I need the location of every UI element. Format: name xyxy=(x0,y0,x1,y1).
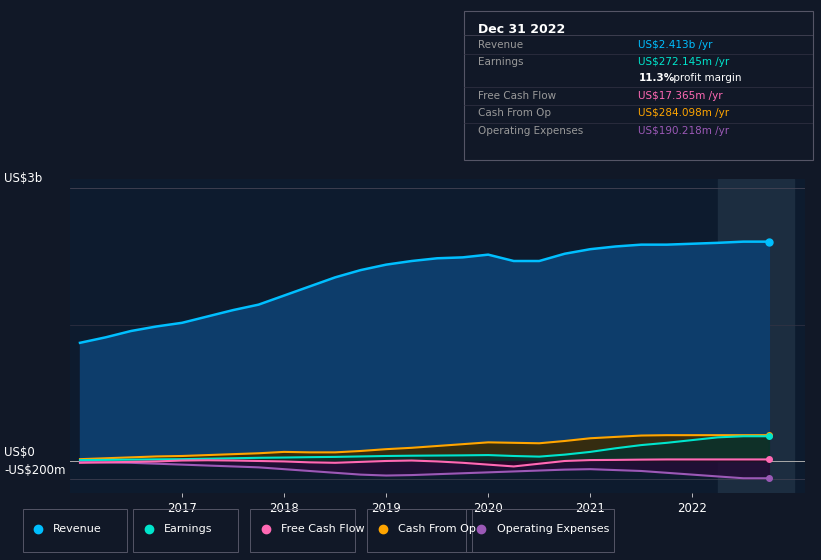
Text: Earnings: Earnings xyxy=(164,524,213,534)
Text: US$190.218m /yr: US$190.218m /yr xyxy=(639,127,729,137)
Text: Earnings: Earnings xyxy=(478,57,523,67)
Text: US$2.413b /yr: US$2.413b /yr xyxy=(639,40,713,50)
Text: 11.3%: 11.3% xyxy=(639,73,675,83)
Text: Dec 31 2022: Dec 31 2022 xyxy=(478,23,565,36)
Text: US$272.145m /yr: US$272.145m /yr xyxy=(639,57,730,67)
Text: -US$200m: -US$200m xyxy=(4,464,66,478)
Text: Free Cash Flow: Free Cash Flow xyxy=(478,91,556,101)
Text: Operating Expenses: Operating Expenses xyxy=(497,524,609,534)
Text: Cash From Op: Cash From Op xyxy=(478,108,551,118)
Text: Free Cash Flow: Free Cash Flow xyxy=(281,524,365,534)
Text: Operating Expenses: Operating Expenses xyxy=(478,127,583,137)
Text: US$284.098m /yr: US$284.098m /yr xyxy=(639,108,729,118)
Text: Revenue: Revenue xyxy=(478,40,523,50)
Bar xyxy=(718,179,795,493)
Text: US$0: US$0 xyxy=(4,446,34,459)
Text: US$3b: US$3b xyxy=(4,172,43,185)
Text: Cash From Op: Cash From Op xyxy=(398,524,476,534)
Text: profit margin: profit margin xyxy=(670,73,741,83)
Text: Revenue: Revenue xyxy=(53,524,102,534)
Text: US$17.365m /yr: US$17.365m /yr xyxy=(639,91,723,101)
